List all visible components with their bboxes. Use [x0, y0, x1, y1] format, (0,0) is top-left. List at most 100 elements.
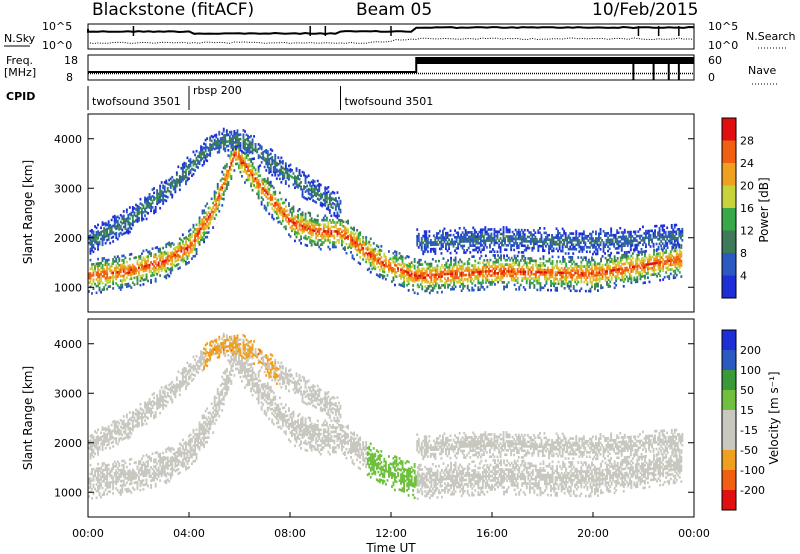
power-cell	[141, 210, 143, 213]
power-cell	[458, 242, 461, 246]
power-cell	[97, 234, 99, 238]
power-cell	[275, 210, 278, 213]
power-cell	[110, 227, 113, 231]
power-cell	[231, 141, 234, 145]
power-cell	[628, 263, 631, 267]
power-cell	[228, 139, 231, 143]
power-cell	[344, 246, 346, 249]
power-cell	[450, 263, 452, 267]
power-cell	[95, 291, 98, 295]
power-cell	[310, 235, 313, 238]
power-cell	[584, 234, 587, 238]
power-cell	[595, 269, 598, 273]
power-cell	[227, 169, 230, 173]
power-cell	[672, 232, 675, 236]
power-cell	[406, 255, 409, 258]
power-cell	[669, 263, 672, 267]
power-cell	[310, 239, 313, 242]
power-cell	[551, 271, 554, 274]
power-cell	[219, 194, 222, 198]
power-cell	[506, 270, 508, 273]
power-cell	[183, 170, 186, 174]
power-cell	[281, 219, 284, 223]
power-cell	[456, 265, 458, 268]
power-cell	[403, 282, 405, 286]
power-cell	[591, 272, 593, 275]
power-cell	[325, 191, 328, 195]
power-cell	[213, 138, 216, 142]
power-cell	[430, 264, 433, 268]
power-cell	[130, 272, 133, 276]
power-cell	[419, 258, 422, 262]
power-cell	[185, 171, 187, 174]
power-cell	[315, 185, 318, 189]
power-cell	[215, 142, 218, 146]
power-cell	[507, 237, 510, 240]
power-cell	[639, 251, 642, 254]
power-cell	[157, 248, 160, 251]
power-cell	[584, 274, 587, 277]
power-cell	[124, 224, 127, 228]
power-cell	[107, 263, 110, 266]
power-cell	[623, 237, 626, 241]
power-cell	[313, 189, 316, 192]
power-cell	[621, 269, 624, 273]
power-cell	[321, 204, 324, 208]
power-cell	[218, 139, 221, 143]
power-cell	[544, 275, 546, 278]
power-cell	[180, 238, 183, 242]
power-cell	[425, 278, 428, 282]
power-cell	[533, 286, 536, 289]
power-cell	[181, 242, 184, 245]
power-cell	[413, 264, 416, 268]
power-cell	[284, 205, 287, 208]
power-cell	[661, 229, 664, 232]
power-cell	[407, 271, 410, 274]
power-cell	[327, 221, 330, 224]
power-cell	[371, 267, 374, 271]
power-cell	[159, 186, 162, 190]
power-cell	[181, 260, 184, 263]
power-cell	[342, 220, 345, 224]
power-cell	[239, 137, 242, 141]
power-cell	[159, 191, 162, 194]
power-cell	[474, 268, 477, 272]
power-cell	[309, 225, 312, 229]
power-cell	[456, 280, 458, 284]
power-cell	[546, 242, 549, 246]
power-cell	[186, 257, 189, 261]
power-cell	[301, 195, 304, 198]
power-cell	[124, 278, 127, 282]
power-cell	[484, 270, 487, 273]
power-cell	[510, 270, 513, 273]
power-cell	[97, 282, 99, 285]
power-cell	[606, 267, 608, 271]
power-cell	[415, 272, 418, 275]
power-cell	[272, 166, 275, 169]
power-cell	[503, 269, 505, 273]
power-cell	[619, 240, 622, 243]
power-cell	[409, 269, 412, 273]
power-cell	[580, 256, 583, 259]
power-cell	[225, 171, 228, 175]
power-cell	[504, 237, 506, 240]
power-cell	[553, 277, 555, 281]
power-cell	[271, 149, 274, 152]
power-cell	[145, 202, 148, 205]
power-cell	[604, 234, 606, 237]
power-cell	[244, 170, 246, 173]
power-cell	[625, 257, 628, 261]
power-cell	[513, 233, 516, 236]
power-cell	[660, 247, 663, 250]
power-cell	[303, 223, 305, 226]
power-cell	[609, 256, 612, 259]
power-cell	[513, 237, 516, 241]
power-cell	[222, 143, 225, 146]
power-cell	[165, 274, 168, 278]
power-cell	[445, 247, 447, 251]
power-cell	[462, 287, 465, 290]
power-cell	[257, 183, 260, 187]
power-cell	[210, 135, 213, 138]
power-cell	[466, 249, 469, 252]
power-cell	[567, 236, 570, 240]
